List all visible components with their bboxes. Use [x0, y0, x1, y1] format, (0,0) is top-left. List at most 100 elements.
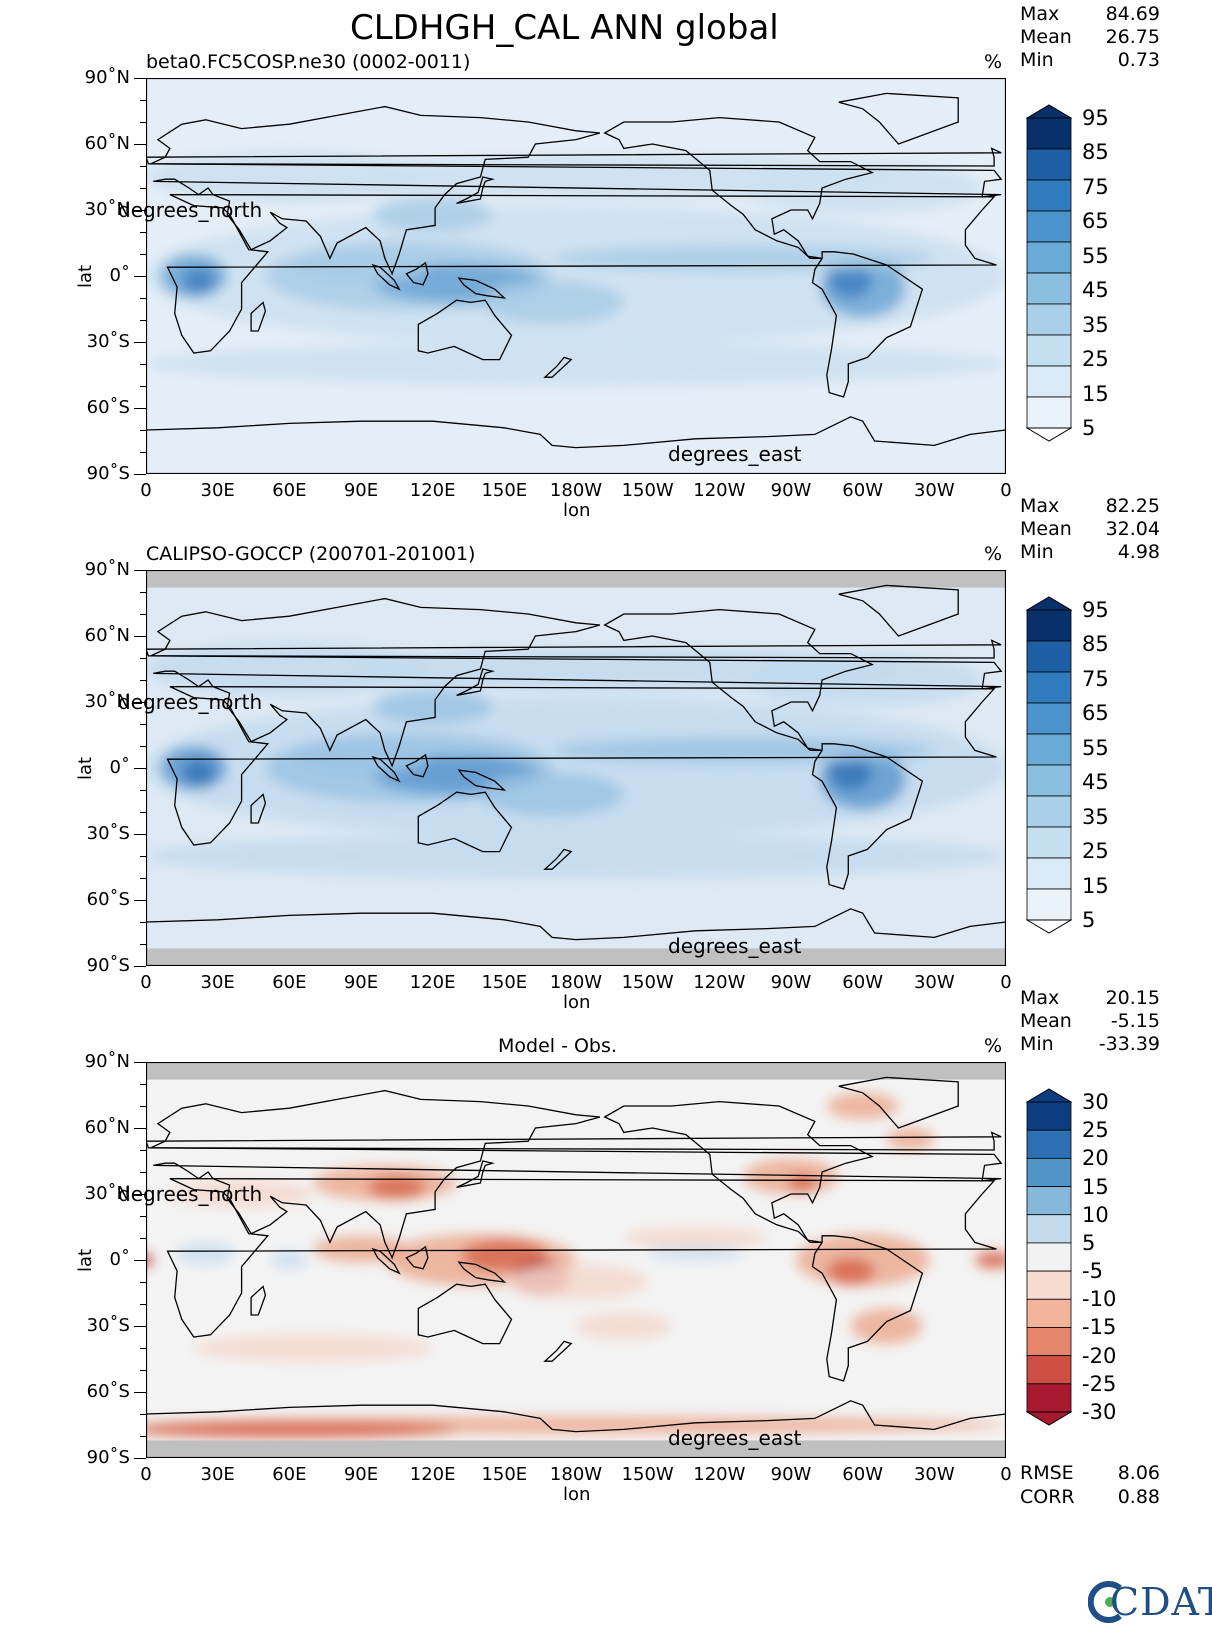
lon-tick-label: 180W — [549, 1464, 603, 1485]
field-contour — [576, 1312, 672, 1340]
lat-minor-tick — [140, 966, 146, 967]
lon-tick-label: 60W — [842, 1464, 883, 1485]
field-contour — [313, 1235, 409, 1263]
lat-minor-tick — [140, 1436, 146, 1437]
lat-minor-tick — [140, 790, 146, 791]
coast-uk — [145, 147, 1002, 167]
lat-minor-tick — [140, 1238, 146, 1239]
colorbar-top-arrow — [1025, 1088, 1073, 1103]
lon-tick-label: 150W — [621, 972, 674, 993]
metric-corr-value: 0.88 — [1117, 1486, 1160, 1508]
lat-minor-tick — [140, 166, 146, 167]
stat-min-value: 0.73 — [1117, 49, 1160, 71]
lon-tick-label: 150W — [621, 1464, 674, 1485]
colorbar-label: 55 — [1082, 735, 1109, 760]
lat-minor-tick — [140, 746, 146, 747]
stat-max-label: Max — [1020, 987, 1060, 1009]
lat-minor-tick — [140, 1172, 146, 1173]
colorbar-label: -5 — [1082, 1259, 1103, 1284]
lat-minor-tick — [140, 900, 146, 901]
colorbar-top-arrow — [1025, 596, 1073, 611]
colorbar-swatch — [1026, 1157, 1072, 1187]
field-contour — [886, 1128, 935, 1150]
missing-data-south — [146, 1440, 1006, 1458]
field-contour — [829, 262, 873, 298]
lat-tick-label: 60˚N — [84, 1117, 130, 1138]
lat-minor-tick — [140, 944, 146, 945]
field-contour — [647, 1246, 744, 1260]
lat-tick-label: 60˚S — [86, 397, 130, 418]
lat-minor-tick — [140, 320, 146, 321]
colorbar-bottom-arrow — [1025, 427, 1073, 442]
lat-tick-label: 60˚S — [86, 889, 130, 910]
lat-minor-tick — [140, 856, 146, 857]
lat-minor-tick — [140, 430, 146, 431]
lat-minor-tick — [140, 232, 146, 233]
field-contour — [974, 1251, 1014, 1269]
colorbar-label: 25 — [1082, 1118, 1109, 1143]
colorbar-top-arrow — [1025, 104, 1073, 119]
stat-max-value: 84.69 — [1105, 3, 1160, 25]
colorbar-swatch — [1026, 1101, 1072, 1131]
xlabel: lon — [563, 992, 591, 1013]
lat-minor-tick — [140, 680, 146, 681]
field-contour — [270, 1251, 309, 1269]
colorbar-label: 85 — [1082, 140, 1109, 165]
stat-mean-label: Mean — [1020, 26, 1072, 48]
lon-tick-label: 120E — [409, 972, 456, 993]
lat-minor-tick — [140, 364, 146, 365]
coast-south_america — [811, 1235, 924, 1382]
field-contour — [193, 1334, 433, 1362]
colorbar-swatch — [1026, 365, 1072, 398]
coast-antarctica — [145, 908, 1007, 941]
lon-tick-label: 120E — [409, 480, 456, 501]
ylabel: lat — [75, 1248, 97, 1273]
coast-borneo — [405, 261, 429, 286]
lat-minor-tick — [140, 342, 146, 343]
lon-tick-label: 150E — [481, 1464, 528, 1485]
coast-uk — [145, 1131, 1002, 1151]
stat-mean-label: Mean — [1020, 518, 1072, 540]
stat-min-label: Min — [1020, 541, 1054, 563]
map-model — [145, 77, 1007, 475]
lon-units-label: degrees_east — [668, 1426, 802, 1450]
lat-tick-label: 90˚S — [86, 955, 130, 976]
coast-japan — [456, 1160, 495, 1189]
coast-borneo — [405, 1245, 429, 1270]
coast-madagascar — [250, 1285, 267, 1316]
colorbar-swatch — [1026, 1298, 1072, 1328]
colorbar-label: 20 — [1082, 1146, 1109, 1171]
stat-min-value: 4.98 — [1117, 541, 1160, 563]
colorbar-label: -20 — [1082, 1343, 1117, 1368]
lat-tick-label: 90˚N — [84, 1051, 130, 1072]
lat-minor-tick — [140, 452, 146, 453]
coast-africa — [166, 1177, 997, 1338]
panel-units: % — [984, 51, 1003, 73]
lat-minor-tick — [140, 592, 146, 593]
lon-tick-label: 30W — [913, 480, 955, 501]
lon-tick-label: 30E — [200, 972, 235, 993]
lat-minor-tick — [140, 408, 146, 409]
lat-minor-tick — [140, 1392, 146, 1393]
coast-europe_asia — [150, 597, 1003, 768]
colorbar-swatch — [1026, 148, 1072, 181]
lat-minor-tick — [140, 1414, 146, 1415]
coast-nz — [543, 356, 573, 378]
lat-minor-tick — [140, 1458, 146, 1459]
lat-tick-label: 0˚ — [109, 1249, 130, 1270]
coast-new_guinea — [457, 769, 507, 791]
coastlines — [145, 584, 1007, 941]
field-contour — [294, 739, 428, 775]
coast-south_america — [811, 251, 924, 398]
lon-tick-label: 90W — [770, 1464, 812, 1485]
colorbar-bottom-arrow — [1025, 1411, 1073, 1426]
colorbar-swatch — [1026, 826, 1072, 859]
colorbar-swatch — [1026, 733, 1072, 766]
lat-tick-label: 90˚S — [86, 1447, 130, 1468]
lat-minor-tick — [140, 188, 146, 189]
missing-data-north — [146, 570, 1006, 588]
coast-australia — [417, 791, 513, 853]
coast-europe_asia — [150, 105, 1003, 276]
coast-madagascar — [250, 301, 267, 332]
stat-min-label: Min — [1020, 49, 1054, 71]
